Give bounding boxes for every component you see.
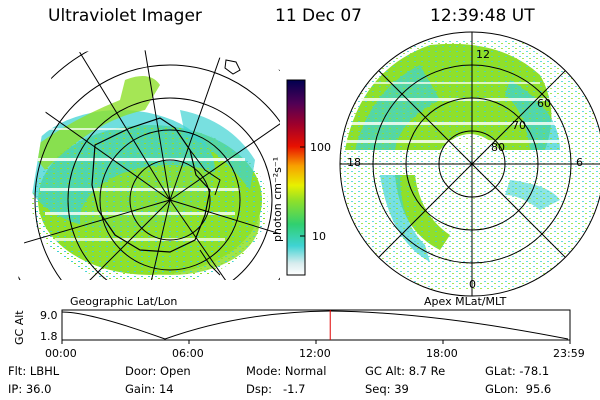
- time-label: 12:39:48 UT: [430, 6, 535, 26]
- footer-ip: IP: 36.0: [8, 382, 52, 396]
- mlt-label-18: 18: [347, 156, 361, 169]
- mlt-label-0: 0: [469, 278, 476, 291]
- alt-ylabel: GC Alt: [13, 310, 26, 345]
- geo-panel-label: Geographic Lat/Lon: [70, 295, 178, 308]
- alt-ytick-low: 1.8: [40, 330, 58, 343]
- footer-flt: Flt: LBHL: [8, 364, 60, 378]
- colorbar-gradient: [286, 79, 306, 276]
- apex-map: [339, 31, 600, 297]
- colorbar-label-10: 10: [312, 230, 326, 243]
- colorbar-label-100: 100: [310, 141, 331, 154]
- altitude-plot: [61, 309, 571, 344]
- instrument-title: Ultraviolet Imager: [48, 6, 202, 26]
- footer-mode: Mode: Normal: [246, 364, 327, 378]
- alt-xtick-1200: 12:00: [299, 347, 331, 360]
- mlat-label-70: 70: [512, 119, 526, 132]
- footer-seq: Seq: 39: [365, 382, 409, 396]
- alt-ytick-high: 9.0: [40, 309, 58, 322]
- footer-gc-alt: GC Alt: 8.7 Re: [365, 364, 446, 378]
- alt-xtick-2359: 23:59: [553, 347, 585, 360]
- altitude-plot-frame: [61, 309, 571, 341]
- footer-dsp: Dsp: -1.7: [246, 382, 306, 396]
- alt-xtick-0600: 06:00: [172, 347, 204, 360]
- footer-glon: GLon: 95.6: [485, 382, 552, 396]
- footer-gain: Gain: 14: [125, 382, 174, 396]
- footer-glat: GLat: -78.1: [485, 364, 550, 378]
- date-label: 11 Dec 07: [275, 6, 362, 26]
- apex-panel-label: Apex MLat/MLT: [424, 295, 507, 308]
- alt-xtick-0000: 00:00: [45, 347, 77, 360]
- mlat-label-80: 80: [491, 141, 505, 154]
- mlt-label-6: 6: [576, 156, 583, 169]
- mlt-label-12: 12: [476, 48, 490, 61]
- colorbar: [286, 79, 306, 276]
- colorbar-unit-label: photon cm⁻²s⁻¹: [271, 156, 284, 242]
- footer-door: Door: Open: [125, 364, 191, 378]
- altitude-curve: [61, 310, 569, 340]
- geographic-map: [18, 50, 280, 280]
- alt-xtick-1800: 18:00: [426, 347, 458, 360]
- mlat-label-60: 60: [537, 97, 551, 110]
